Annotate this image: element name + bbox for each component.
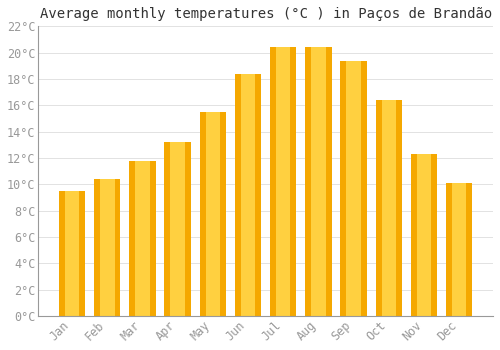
Bar [416, 154, 432, 316]
Bar [452, 183, 466, 316]
Bar [59, 191, 86, 316]
Bar [411, 154, 437, 316]
Bar [241, 74, 256, 316]
Bar [382, 100, 396, 316]
Bar [164, 142, 191, 316]
Bar [311, 47, 326, 316]
Bar [270, 47, 296, 316]
Bar [346, 61, 361, 316]
Bar [130, 161, 156, 316]
Bar [305, 47, 332, 316]
Bar [276, 47, 290, 316]
Bar [206, 112, 220, 316]
Bar [100, 179, 114, 316]
Bar [235, 74, 261, 316]
Bar [446, 183, 472, 316]
Bar [135, 161, 150, 316]
Bar [200, 112, 226, 316]
Bar [340, 61, 367, 316]
Bar [376, 100, 402, 316]
Bar [94, 179, 120, 316]
Bar [65, 191, 80, 316]
Title: Average monthly temperatures (°C ) in Paços de Brandão: Average monthly temperatures (°C ) in Pa… [40, 7, 492, 21]
Bar [170, 142, 185, 316]
